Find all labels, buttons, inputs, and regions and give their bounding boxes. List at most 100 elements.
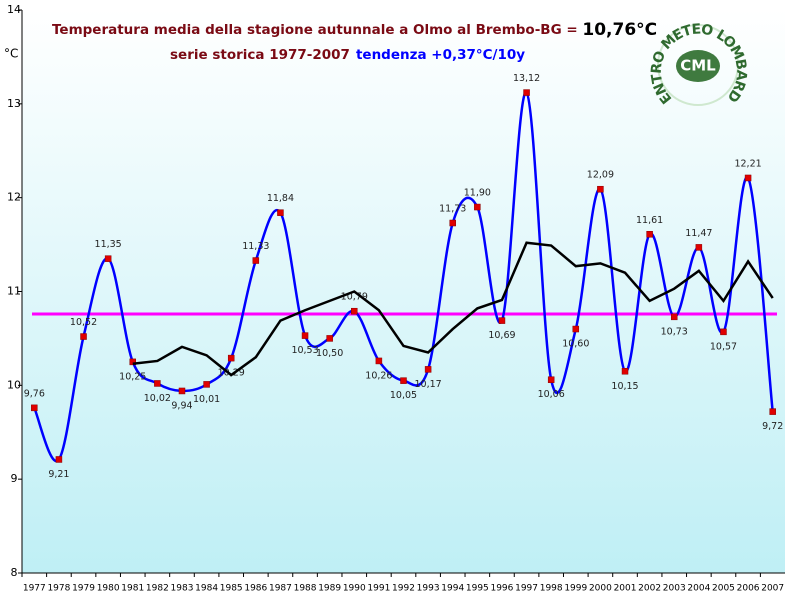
marker (178, 387, 186, 395)
x-tick-label: 1992 (392, 584, 415, 594)
trend-line (132, 241, 774, 377)
data-label: 10,29 (218, 368, 245, 379)
x-tick-label: 1990 (343, 584, 366, 594)
subtitle-text: serie storica 1977-2007 (170, 47, 350, 63)
marker (400, 377, 407, 384)
marker (31, 404, 38, 412)
marker (597, 185, 604, 193)
x-tick-label: 1977 (23, 584, 46, 594)
data-label: 13,12 (513, 73, 540, 84)
x-tick-label: 1997 (515, 584, 538, 594)
x-tick-label: 1993 (417, 584, 440, 594)
x-tick-label: 1991 (367, 584, 390, 594)
marker (154, 380, 161, 387)
x-tick-label: 1985 (220, 584, 243, 594)
subtitle: serie storica 1977-2007 tendenza +0,37°C/… (170, 47, 525, 63)
data-label: 10,01 (193, 394, 220, 405)
x-tick-label: 1982 (146, 584, 169, 594)
y-tick-label: 10 (7, 378, 21, 391)
marker (449, 219, 456, 227)
data-label: 10,57 (710, 341, 737, 352)
marker (547, 376, 555, 383)
data-label: 10,02 (144, 393, 171, 404)
marker (424, 366, 432, 373)
x-tick-label: 1979 (72, 584, 95, 594)
marker (104, 255, 112, 262)
marker (301, 332, 309, 339)
marker (326, 335, 333, 342)
data-label: 11,33 (242, 241, 269, 252)
x-tick-label: 1998 (540, 584, 563, 594)
y-tick-label: 9 (11, 472, 18, 485)
marker (55, 456, 63, 463)
x-tick-label: 1988 (294, 584, 317, 594)
x-tick-label: 1995 (466, 584, 489, 594)
x-tick-label: 2004 (687, 584, 710, 594)
mean-label: 10,76°C (582, 20, 657, 40)
x-tick-label: 1987 (269, 584, 292, 594)
x-tick-label: 1996 (490, 584, 513, 594)
data-label: 10,73 (661, 326, 688, 337)
data-label: 10,60 (562, 339, 589, 350)
data-label: 9,72 (762, 421, 783, 432)
marker (744, 174, 752, 182)
data-label: 12,09 (587, 170, 614, 181)
marker (670, 313, 678, 321)
data-label: 10,15 (611, 381, 638, 392)
plot-area (22, 10, 785, 573)
x-tick-label: 2005 (712, 584, 735, 594)
data-label: 11,47 (685, 228, 712, 239)
logo-map (676, 50, 720, 82)
x-tick-label: 1983 (171, 584, 194, 594)
data-label: 11,61 (636, 215, 663, 226)
data-label: 10,53 (291, 345, 318, 356)
data-label: 9,94 (171, 400, 192, 411)
marker (646, 231, 653, 238)
x-tick-label: 1981 (121, 584, 144, 594)
data-label: 11,90 (464, 188, 491, 199)
x-tick-label: 1989 (318, 584, 341, 594)
marker (129, 358, 137, 366)
data-label: 10,50 (316, 348, 343, 359)
marker (277, 209, 284, 216)
marker (80, 333, 87, 340)
marker (695, 244, 703, 251)
x-tick-label: 2007 (761, 584, 784, 594)
y-axis-label: °C (4, 47, 18, 61)
y-tick-label: 13 (7, 97, 21, 110)
marker (621, 368, 629, 375)
y-tick-label: 12 (7, 191, 21, 204)
x-tick-label: 1994 (441, 584, 464, 594)
chart-title: Temperatura media della stagione autunna… (52, 20, 657, 40)
trend-text: tendenza +0,37°C/10y (356, 47, 525, 63)
x-tick-label: 2000 (589, 584, 612, 594)
data-label: 11,84 (267, 193, 294, 204)
x-tick-label: 1980 (97, 584, 120, 594)
data-label: 10,05 (390, 390, 417, 401)
x-tick-label: 1978 (47, 584, 70, 594)
logo-center: CML (680, 57, 716, 75)
marker (375, 357, 383, 365)
y-tick-label: 11 (7, 285, 21, 298)
data-label: 10,69 (488, 330, 515, 341)
x-tick-label: 1986 (244, 584, 267, 594)
y-tick-label: 14 (7, 3, 21, 16)
marker (523, 89, 530, 96)
marker (769, 408, 776, 415)
data-label: 11,73 (439, 204, 466, 215)
data-label: 10,26 (365, 370, 392, 381)
marker (252, 257, 260, 264)
x-tick-label: 2006 (737, 584, 760, 594)
x-tick-label: 1999 (564, 584, 587, 594)
title-text: Temperatura media della stagione autunna… (52, 22, 582, 38)
marker (498, 317, 506, 324)
marker (351, 307, 358, 315)
data-label: 9,21 (48, 469, 69, 480)
marker (720, 328, 727, 336)
data-label: 10,06 (538, 389, 565, 400)
x-tick-label: 2003 (663, 584, 686, 594)
data-label: 10,17 (415, 379, 442, 390)
marker (474, 203, 481, 211)
data-label: 10,79 (341, 292, 368, 303)
